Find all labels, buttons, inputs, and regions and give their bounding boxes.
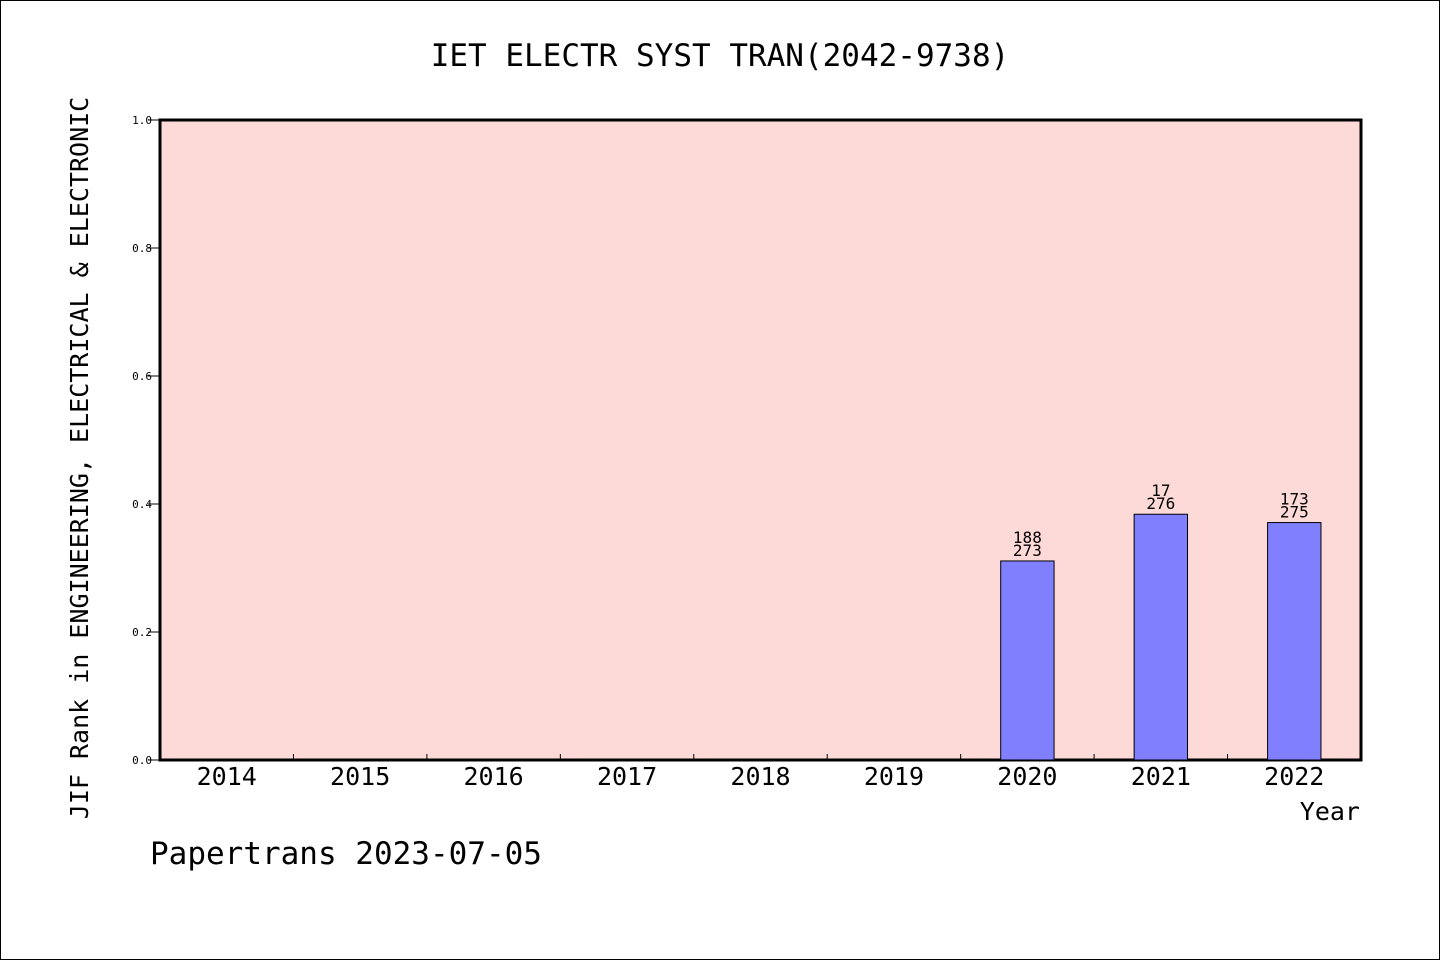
bar bbox=[1000, 560, 1055, 761]
chart-title: IET ELECTR SYST TRAN(2042-9738) bbox=[431, 38, 1010, 74]
x-tick-label: 2019 bbox=[864, 762, 924, 791]
y-tick-label: 0.0 bbox=[132, 754, 152, 767]
bar bbox=[1267, 522, 1322, 761]
bar-total-label: 276 bbox=[1146, 494, 1175, 513]
x-tick-label: 2018 bbox=[730, 762, 790, 791]
y-axis-label: JIF Rank in ENGINEERING, ELECTRICAL & EL… bbox=[65, 97, 94, 819]
y-tick-label: 0.8 bbox=[132, 242, 152, 255]
y-tick-label: 1.0 bbox=[132, 114, 152, 127]
y-tick-label: 0.4 bbox=[132, 498, 152, 511]
x-tick-label: 2014 bbox=[197, 762, 257, 791]
y-tick-label: 0.6 bbox=[132, 370, 152, 383]
x-axis: 2014 2015 2016 2017 2018 2019 2020 2021 2022 bbox=[197, 754, 1324, 791]
bar-rank-label: 188 bbox=[1013, 528, 1042, 547]
x-tick-label: 2017 bbox=[597, 762, 657, 791]
x-tick-label: 2015 bbox=[330, 762, 390, 791]
footer-text: Papertrans 2023-07-05 bbox=[150, 836, 542, 872]
y-axis: 0.0 0.2 0.4 0.6 0.8 1.0 bbox=[132, 114, 160, 767]
x-tick-label: 2016 bbox=[464, 762, 524, 791]
bar-total-label: 275 bbox=[1280, 503, 1309, 522]
bar-total-label: 273 bbox=[1013, 541, 1042, 560]
x-tick-label: 2021 bbox=[1131, 762, 1191, 791]
x-axis-label: Year bbox=[1300, 797, 1360, 826]
bar-rank-label: 17 bbox=[1151, 481, 1170, 500]
bar bbox=[1133, 513, 1189, 761]
bar-rank-label: 173 bbox=[1280, 490, 1309, 509]
x-tick-label: 2020 bbox=[997, 762, 1057, 791]
y-tick-label: 0.2 bbox=[132, 626, 152, 639]
x-tick-label: 2022 bbox=[1264, 762, 1324, 791]
